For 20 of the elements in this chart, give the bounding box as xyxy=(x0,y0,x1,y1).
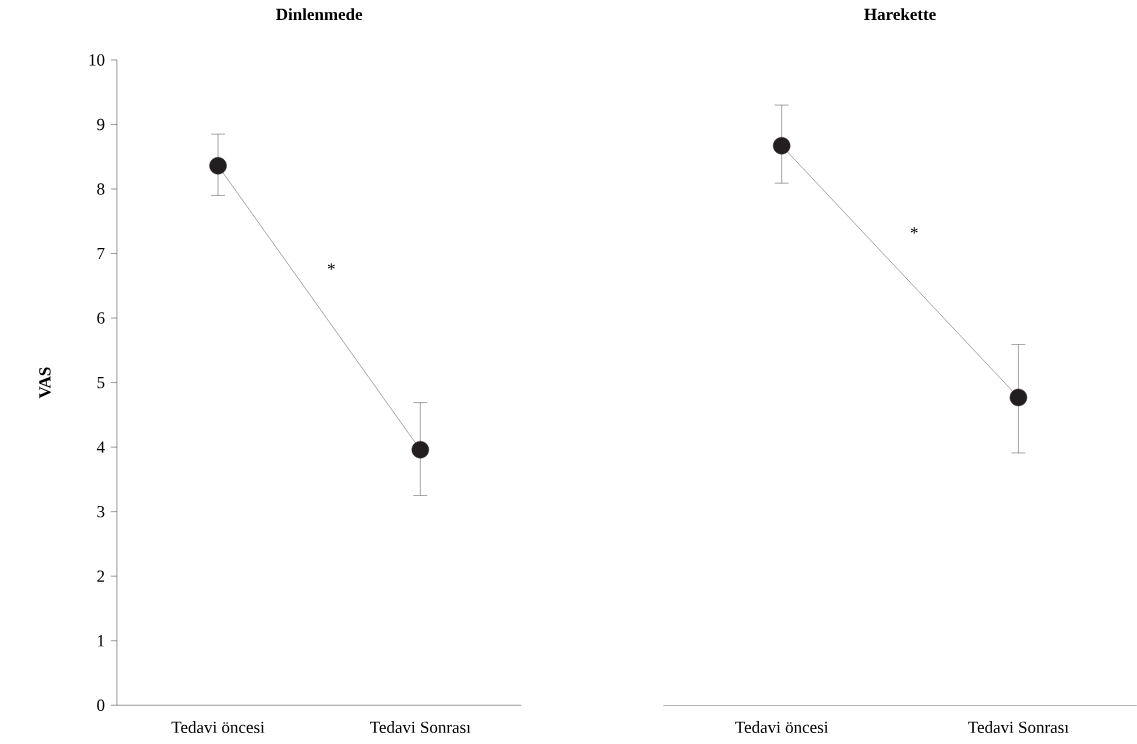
x-tick-label: Tedavi Sonrası xyxy=(370,721,471,733)
y-tick-label: 8 xyxy=(97,183,105,195)
annotation: * xyxy=(910,227,918,234)
y-tick-label: 6 xyxy=(97,312,105,324)
chart-title: Harekette xyxy=(864,8,936,21)
y-tick-label: 5 xyxy=(97,376,105,389)
y-axis-title: VAS xyxy=(39,367,51,399)
y-tick-label: 10 xyxy=(89,54,105,66)
x-tick-label: Tedavi Sonrası xyxy=(968,721,1069,733)
y-tick-label: 2 xyxy=(97,570,105,582)
y-tick-label: 0 xyxy=(97,699,105,711)
chart-title: Dinlenmede xyxy=(276,8,363,21)
y-tick-label: 7 xyxy=(97,247,105,259)
y-tick-label: 3 xyxy=(97,505,105,518)
y-tick-label: 1 xyxy=(98,635,105,647)
y-tick-label: 9 xyxy=(97,118,105,131)
x-tick-label: Tedavi öncesi xyxy=(735,721,829,733)
x-tick-label: Tedavi öncesi xyxy=(171,721,265,733)
annotation: * xyxy=(327,263,335,270)
y-tick-label: 4 xyxy=(96,441,105,453)
